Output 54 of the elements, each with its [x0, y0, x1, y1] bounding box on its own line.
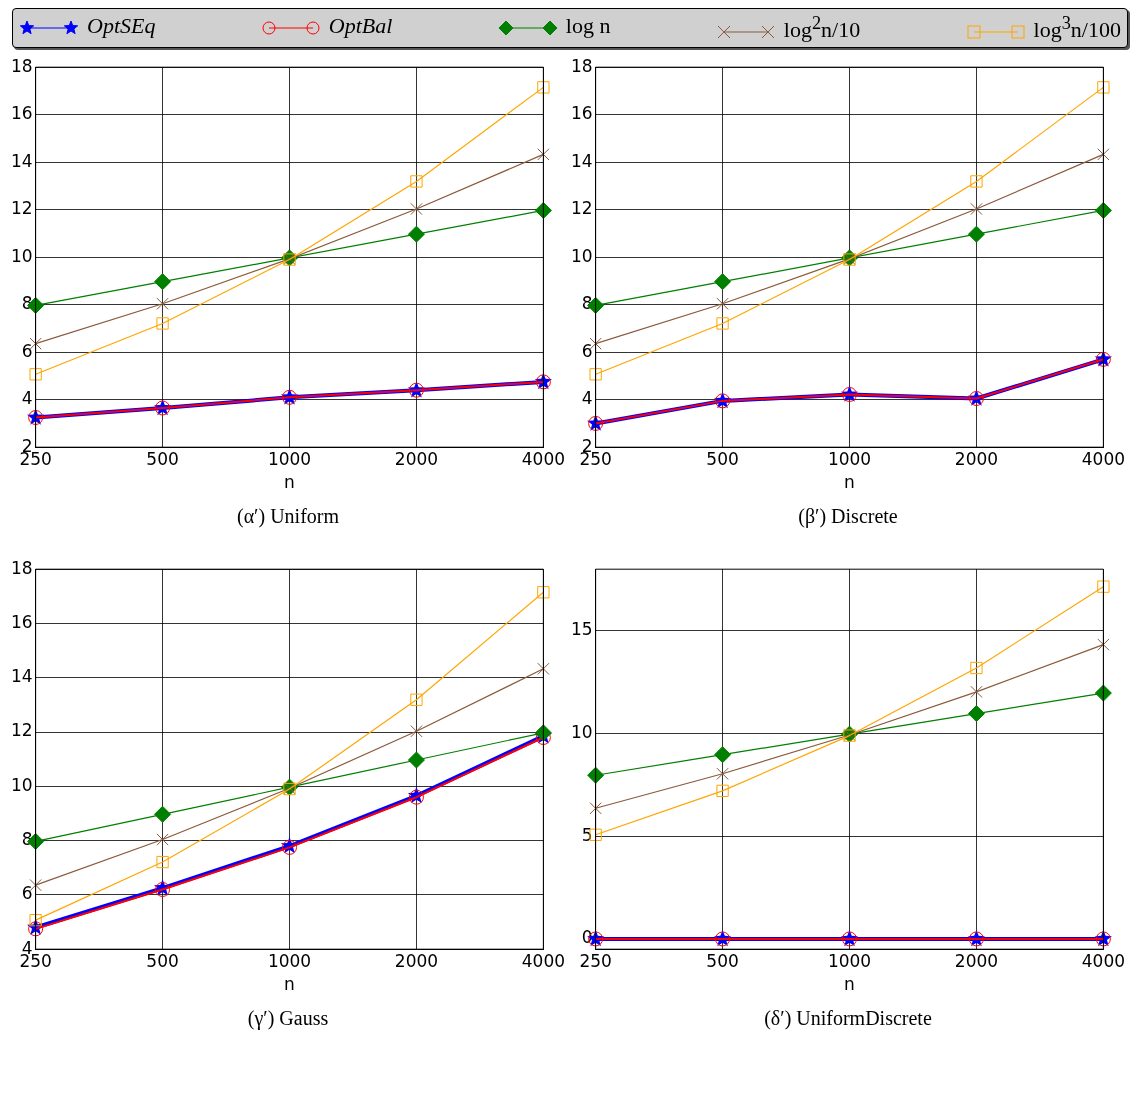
- x-tick-label: 2000: [394, 449, 439, 470]
- x-tick-label: 500: [146, 449, 179, 470]
- x-tick-label: 1000: [827, 449, 872, 470]
- y-tick-label: 4: [21, 388, 33, 409]
- x-tick-label: 4000: [521, 951, 565, 972]
- legend-label: OptSEq: [87, 13, 156, 38]
- legend-label: log$^{3}$n/100: [1033, 13, 1121, 43]
- x-tick-label: 500: [706, 449, 739, 470]
- x-tick-label: 2000: [394, 951, 439, 972]
- x-axis-title: n: [844, 472, 855, 493]
- x-tick-label: 500: [146, 951, 179, 972]
- text: (α′) Uniform: [235, 504, 341, 530]
- y-tick-label: 16: [10, 612, 33, 633]
- x-tick-label: 1000: [827, 951, 872, 972]
- y-tick-label: 0: [581, 927, 593, 948]
- y-tick-label: 15: [570, 619, 593, 640]
- text: (γ′) Gauss: [246, 1006, 330, 1032]
- y-tick-label: 12: [10, 198, 33, 219]
- x-tick-label: 250: [579, 951, 612, 972]
- text: (δ′) UniformDiscrete: [763, 1006, 933, 1032]
- legend-label: log$^{2}$n/10: [783, 13, 861, 43]
- x-tick-label: 500: [706, 951, 739, 972]
- y-tick-label: 12: [570, 198, 593, 219]
- y-tick-label: 14: [10, 150, 33, 171]
- y-tick-label: 16: [10, 103, 33, 124]
- y-tick-label: 18: [10, 55, 33, 76]
- x-tick-label: 4000: [1081, 449, 1125, 470]
- x-axis-title: n: [284, 472, 295, 493]
- y-tick-label: 5: [581, 824, 593, 845]
- y-tick-label: 4: [581, 388, 593, 409]
- x-tick-label: 2000: [954, 449, 999, 470]
- y-tick-label: 6: [21, 883, 33, 904]
- y-tick-label: 6: [581, 340, 593, 361]
- y-tick-label: 16: [570, 103, 593, 124]
- y-tick-label: 14: [570, 150, 593, 171]
- legend-label: OptBal: [328, 13, 393, 38]
- y-tick-label: 18: [570, 55, 593, 76]
- y-tick-label: 10: [570, 245, 593, 266]
- x-tick-label: 4000: [521, 449, 565, 470]
- x-tick-label: 1000: [267, 951, 312, 972]
- x-tick-label: 1000: [267, 449, 312, 470]
- y-tick-label: 6: [21, 340, 33, 361]
- y-tick-label: 12: [10, 720, 33, 741]
- y-tick-label: 18: [10, 557, 33, 578]
- y-tick-label: 10: [10, 245, 33, 266]
- text: (β′) Discrete: [797, 504, 899, 530]
- x-tick-label: 2000: [954, 951, 999, 972]
- y-tick-label: 14: [10, 666, 33, 687]
- y-tick-label: 10: [10, 775, 33, 796]
- x-axis-title: n: [844, 974, 855, 995]
- x-axis-title: n: [284, 974, 295, 995]
- legend-label: log n: [565, 13, 611, 38]
- y-tick-label: 10: [570, 722, 593, 743]
- x-tick-label: 4000: [1081, 951, 1125, 972]
